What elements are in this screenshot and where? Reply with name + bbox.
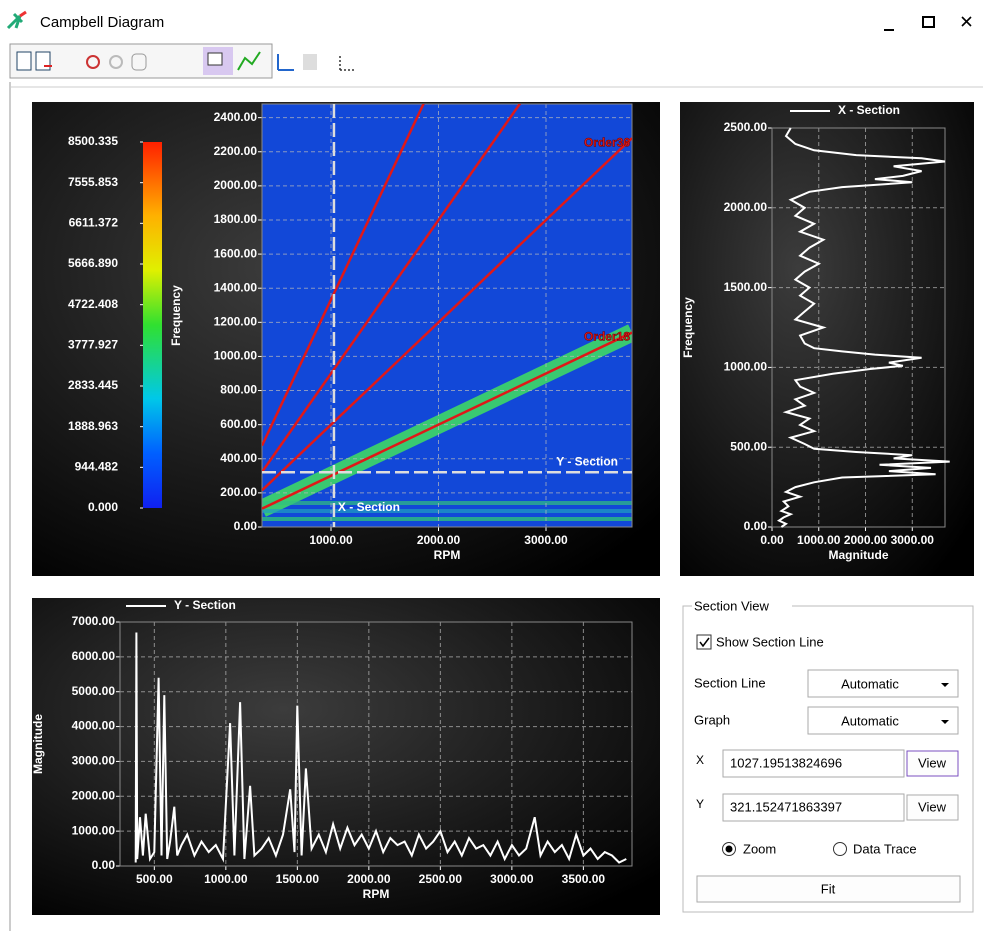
y-tick-label: 0.00 — [234, 519, 258, 533]
x-section-panel — [680, 102, 974, 576]
legend-label: X - Section — [838, 103, 900, 117]
page: {"window":{"title":"Campbell Diagram"}, … — [0, 0, 983, 931]
colorbar-label: 6611.372 — [69, 216, 119, 230]
x-tick-label: 2000.00 — [347, 872, 391, 886]
x-tick-label: 3000.00 — [490, 872, 534, 886]
y-tick-label: 2000.00 — [724, 200, 768, 214]
y-tick-label: 600.00 — [220, 417, 257, 431]
x-tick-label: 1500.00 — [276, 872, 320, 886]
y-tick-label: 0.00 — [744, 519, 768, 533]
y-tick-label: 2200.00 — [214, 144, 258, 158]
dropdown-value: Automatic — [841, 713, 899, 728]
y-tick-label: 3000.00 — [72, 754, 116, 768]
legend-label: Y - Section — [174, 598, 236, 612]
colorbar-label: 2833.445 — [68, 378, 118, 392]
x-tick-label: 2000.00 — [417, 533, 461, 547]
colorbar-label: 5666.890 — [68, 256, 118, 270]
text-input-value: 321.152471863397 — [730, 799, 842, 814]
y-tick-label: 1000.00 — [724, 360, 768, 374]
x-tick-label: 3000.00 — [524, 533, 568, 547]
cursor-label: X - Section — [338, 500, 400, 514]
colorbar-label: 8500.335 — [68, 134, 118, 148]
y-tick-label: 1800.00 — [214, 212, 258, 226]
x-axis-label: RPM — [434, 548, 461, 562]
colorbar-label: 944.482 — [75, 460, 119, 474]
window: Campbell Diagram Section View 1000.00200… — [0, 0, 983, 931]
y-tick-label: 500.00 — [730, 439, 767, 453]
y-tick-label: 200.00 — [220, 485, 257, 499]
x-axis-label: Magnitude — [829, 548, 889, 562]
y-tick-label: 5000.00 — [72, 684, 116, 698]
y-axis-label: Frequency — [169, 285, 183, 346]
x-tick-label: 0.00 — [760, 533, 784, 547]
heat-band — [262, 501, 632, 505]
field-label: Y — [696, 797, 704, 811]
field-label: X — [696, 753, 704, 767]
y-tick-label: 2000.00 — [214, 178, 258, 192]
y-tick-label: 1000.00 — [214, 349, 258, 363]
order-label: Order18 — [584, 330, 630, 344]
colorbar-label: 0.000 — [88, 500, 118, 514]
radio-label: Zoom — [743, 841, 776, 856]
x-tick-label: 500.00 — [136, 872, 173, 886]
x-tick-label: 1000.00 — [797, 533, 841, 547]
x-tick-label: 2500.00 — [419, 872, 463, 886]
colorbar — [143, 142, 162, 508]
dropdown-value: Automatic — [841, 676, 899, 691]
y-axis-label: Frequency — [681, 297, 695, 358]
checkbox[interactable] — [697, 635, 711, 649]
colorbar-label: 4722.408 — [68, 297, 118, 311]
y-axis-label: Magnitude — [31, 714, 45, 774]
y-tick-label: 2000.00 — [72, 788, 116, 802]
view-button-label: View — [918, 799, 947, 814]
x-tick-label: 1000.00 — [204, 872, 248, 886]
y-tick-label: 800.00 — [220, 383, 257, 397]
radio-label: Data Trace — [853, 841, 917, 856]
y-tick-label: 7000.00 — [72, 614, 116, 628]
colorbar-label: 7555.853 — [68, 175, 118, 189]
y-tick-label: 400.00 — [220, 451, 257, 465]
view-button-label: View — [918, 755, 947, 770]
colorbar-label: 3777.927 — [68, 338, 118, 352]
cursor-label: Y - Section — [556, 454, 618, 468]
y-tick-label: 1500.00 — [724, 280, 768, 294]
x-axis-label: RPM — [363, 887, 390, 901]
y-tick-label: 1400.00 — [214, 280, 258, 294]
x-tick-label: 3500.00 — [562, 872, 606, 886]
y-tick-label: 1200.00 — [214, 314, 258, 328]
x-tick-label: 3000.00 — [891, 533, 935, 547]
radio[interactable] — [834, 843, 847, 856]
x-tick-label: 2000.00 — [844, 533, 888, 547]
field-label: Section Line — [694, 675, 766, 690]
y-tick-label: 6000.00 — [72, 649, 116, 663]
y-tick-label: 2500.00 — [724, 120, 768, 134]
checkbox-label: Show Section Line — [716, 634, 824, 649]
window-title: Campbell Diagram — [40, 14, 164, 31]
y-tick-label: 2400.00 — [214, 110, 258, 124]
heat-band — [262, 517, 632, 521]
y-tick-label: 0.00 — [92, 858, 116, 872]
y-section-panel — [32, 598, 660, 915]
y-tick-label: 4000.00 — [72, 719, 116, 733]
colorbar-label: 1888.963 — [68, 419, 118, 433]
radio-dot — [726, 846, 733, 853]
field-label: Graph — [694, 712, 730, 727]
y-tick-label: 1000.00 — [72, 823, 116, 837]
x-tick-label: 1000.00 — [309, 533, 353, 547]
y-tick-label: 1600.00 — [214, 246, 258, 260]
group-title: Section View — [694, 598, 770, 613]
text-input-value: 1027.19513824696 — [730, 755, 842, 770]
order-label: Order36 — [584, 135, 630, 149]
fit-button-label: Fit — [821, 881, 836, 896]
heat-band — [262, 509, 632, 513]
